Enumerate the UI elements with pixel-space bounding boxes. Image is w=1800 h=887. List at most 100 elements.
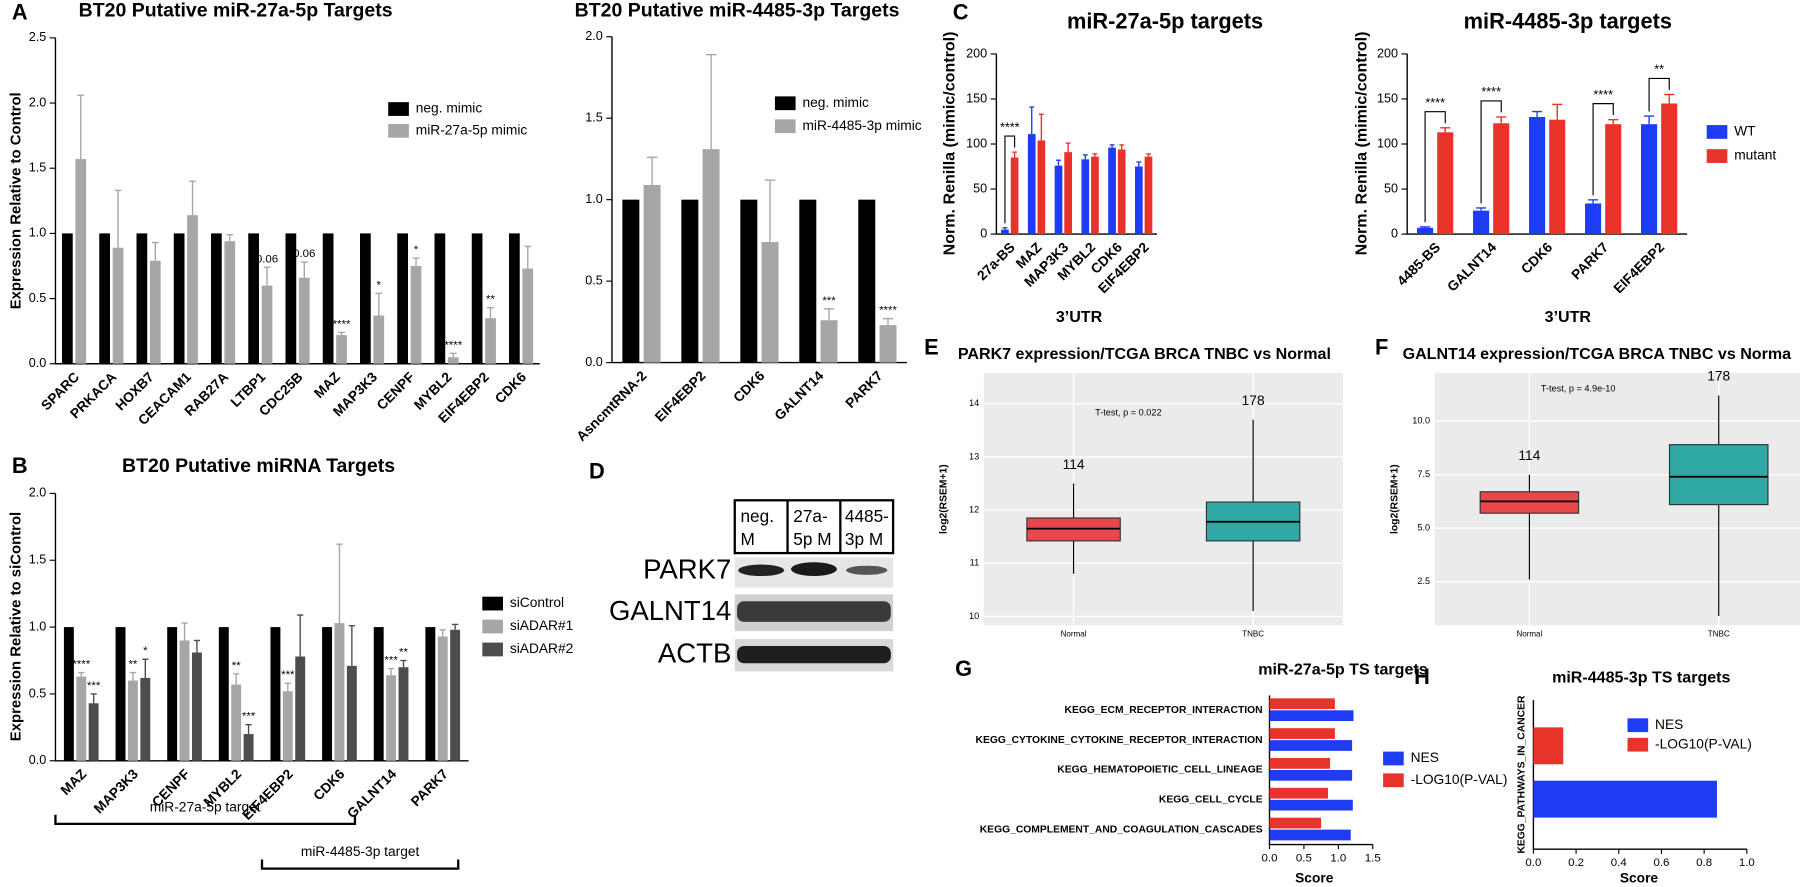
bar xyxy=(127,680,138,761)
band xyxy=(790,562,837,577)
x-tick-label: PARK7 xyxy=(843,368,886,411)
panel-label: E xyxy=(924,335,939,360)
y-tick-label: KEGG_CELL_CYCLE xyxy=(1159,795,1263,806)
significance: ** xyxy=(399,647,408,659)
x-tick-label: 1.0 xyxy=(1739,857,1755,869)
bar xyxy=(858,199,876,363)
bar xyxy=(334,623,345,761)
bar xyxy=(485,318,496,364)
y-tick-label: 1.5 xyxy=(585,111,603,125)
bar xyxy=(1117,149,1126,235)
chart-title: BT20 Putative miR-4485-3p Targets xyxy=(575,0,900,22)
legend-label: NES xyxy=(1655,717,1683,732)
x-tick-label: GALNT14 xyxy=(1444,239,1499,294)
y-axis-label: Norm. Renilla (mimic/control) xyxy=(1353,32,1371,256)
significance: **** xyxy=(879,305,897,317)
significance: * xyxy=(377,279,382,291)
significance: **** xyxy=(444,339,462,351)
bar xyxy=(231,684,242,761)
significance: **** xyxy=(1425,96,1445,110)
y-tick-label: 2.0 xyxy=(29,486,47,500)
bar xyxy=(295,656,306,761)
bar xyxy=(398,667,409,761)
bar xyxy=(522,268,534,364)
significance: **** xyxy=(72,659,90,671)
bar xyxy=(336,335,347,364)
significance: ** xyxy=(486,294,495,306)
western-blot: neg. M 27a- 5p M 4485- 3p M PARK7 GALNT1… xyxy=(609,499,895,672)
bar xyxy=(1010,157,1019,235)
legend-swatch xyxy=(774,119,796,134)
y-tick-label: 50 xyxy=(1384,181,1398,195)
bar xyxy=(410,265,422,364)
y-axis-label: log2(RSEM+1) xyxy=(1389,464,1400,534)
legend-label: WT xyxy=(1734,124,1756,139)
count-label: 114 xyxy=(1518,448,1540,463)
panel-label: A xyxy=(12,0,28,25)
legend-label: -LOG10(P-VAL) xyxy=(1411,772,1508,787)
legend-label: mutant xyxy=(1734,148,1776,163)
bar xyxy=(1661,103,1678,235)
blot-row: PARK7 xyxy=(643,554,731,585)
x-tick-label: 1.0 xyxy=(1330,852,1346,864)
plot-background xyxy=(983,372,1343,626)
x-tick-label: 1.5 xyxy=(1365,852,1381,864)
x-tick-label: 0.8 xyxy=(1696,857,1712,869)
group-label: miR-4485-3p target xyxy=(301,844,420,859)
legend-swatch xyxy=(482,596,503,611)
bar xyxy=(1037,140,1046,235)
x-axis-label: Score xyxy=(1620,871,1659,886)
blot-row: ACTB xyxy=(658,637,731,668)
legend-swatch xyxy=(1383,751,1404,766)
y-tick-label: 2.5 xyxy=(1417,576,1430,586)
bar xyxy=(1269,710,1354,722)
legend-swatch xyxy=(1383,773,1404,788)
x-tick-label: 4485-BS xyxy=(1394,240,1443,289)
significance-bracket xyxy=(1592,103,1614,196)
y-tick-label: KEGG_PATHWAYS_IN_CANCER xyxy=(1517,695,1528,854)
x-tick-label: MAZ xyxy=(311,369,343,401)
legend-swatch xyxy=(774,96,796,111)
bar xyxy=(75,159,87,364)
x-tick-label: CDK6 xyxy=(730,368,767,405)
legend-swatch xyxy=(388,102,409,116)
x-tick-label: 0.0 xyxy=(1525,857,1541,869)
legend-label: miR-4485-3p mimic xyxy=(802,118,921,133)
group-bracket xyxy=(260,859,460,870)
legend-swatch xyxy=(482,619,503,634)
bar xyxy=(248,233,259,364)
y-tick-label: 0.5 xyxy=(29,291,47,305)
bar xyxy=(1269,698,1335,710)
bar xyxy=(425,627,436,761)
y-tick-label: 11 xyxy=(970,558,980,568)
chart-title: miR-27a-5p TS targets xyxy=(1258,660,1428,678)
band xyxy=(846,565,888,575)
bar xyxy=(322,233,334,364)
bar xyxy=(1134,166,1143,235)
box xyxy=(1479,491,1580,514)
y-tick-label: 13 xyxy=(969,451,979,461)
y-tick-label: 100 xyxy=(966,136,987,150)
significance: **** xyxy=(1593,88,1613,102)
chart-title: PARK7 expression/TCGA BRCA TNBC vs Norma… xyxy=(958,345,1331,363)
bar xyxy=(261,285,273,364)
y-tick-label: 5.0 xyxy=(1417,523,1430,533)
panel-labels: A B C D E F G H xyxy=(12,0,1430,689)
bar xyxy=(1269,817,1322,829)
legend-swatch xyxy=(1706,125,1728,139)
band xyxy=(737,601,891,622)
x-tick-label: 27a-BS xyxy=(974,240,1018,284)
bar xyxy=(373,627,384,761)
bar xyxy=(360,233,371,364)
x-tick-label: TNBC xyxy=(1242,630,1264,639)
x-tick-label: Normal xyxy=(1061,630,1087,639)
legend-swatch xyxy=(1706,149,1728,163)
box xyxy=(1668,444,1769,506)
bar xyxy=(1417,227,1434,235)
bar xyxy=(622,199,640,363)
bar xyxy=(285,233,297,364)
bar xyxy=(1641,124,1658,235)
x-tick-label: 0.5 xyxy=(1296,852,1312,864)
panel-label: G xyxy=(955,656,972,681)
